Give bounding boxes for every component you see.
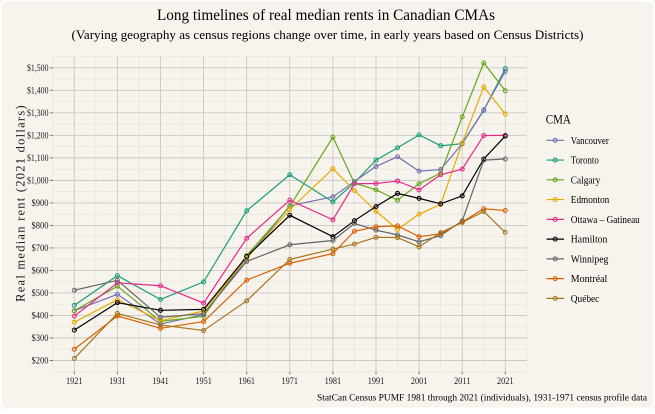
svg-text:$500: $500 — [32, 288, 49, 299]
svg-text:1961: 1961 — [238, 377, 255, 387]
svg-text:1991: 1991 — [368, 377, 385, 387]
svg-text:$600: $600 — [32, 266, 49, 277]
svg-text:Winnipeg: Winnipeg — [571, 254, 609, 265]
svg-text:Québec: Québec — [571, 294, 600, 305]
svg-text:1981: 1981 — [325, 377, 342, 387]
svg-text:Toronto: Toronto — [571, 156, 599, 167]
svg-text:$200: $200 — [32, 356, 49, 367]
svg-text:Long timelines of real median: Long timelines of real median rents in C… — [157, 7, 495, 24]
svg-text:$800: $800 — [32, 221, 49, 232]
svg-text:$400: $400 — [32, 311, 49, 322]
svg-text:$700: $700 — [32, 243, 49, 254]
svg-text:Ottawa – Gatineau: Ottawa – Gatineau — [571, 215, 640, 226]
svg-text:$1,200: $1,200 — [27, 131, 49, 142]
svg-text:$1,500: $1,500 — [27, 63, 49, 74]
svg-text:1951: 1951 — [195, 377, 212, 387]
svg-text:Hamilton: Hamilton — [571, 235, 608, 246]
svg-text:2021: 2021 — [497, 377, 514, 387]
svg-text:1971: 1971 — [282, 377, 299, 387]
svg-text:(Varying geography as census r: (Varying geography as census regions cha… — [72, 28, 584, 42]
svg-text:$1,000: $1,000 — [27, 176, 49, 187]
svg-text:Montréal: Montréal — [571, 274, 608, 285]
svg-text:$1,300: $1,300 — [27, 108, 49, 119]
svg-text:2001: 2001 — [411, 377, 428, 387]
svg-text:1931: 1931 — [109, 377, 126, 387]
svg-text:1921: 1921 — [66, 377, 83, 387]
svg-text:Vancouver: Vancouver — [571, 136, 610, 147]
svg-text:$900: $900 — [32, 198, 49, 209]
svg-text:$1,400: $1,400 — [27, 86, 49, 97]
svg-text:$300: $300 — [32, 333, 49, 344]
svg-text:Real median rent (2021 dollars: Real median rent (2021 dollars) — [14, 104, 28, 302]
svg-text:Edmonton: Edmonton — [571, 195, 610, 206]
svg-text:2011: 2011 — [454, 377, 471, 387]
svg-text:CMA: CMA — [546, 112, 572, 126]
svg-text:Calgary: Calgary — [571, 175, 601, 186]
svg-text:$1,100: $1,100 — [27, 153, 49, 164]
svg-text:StatCan Census PUMF 1981 throu: StatCan Census PUMF 1981 through 2021 (i… — [317, 393, 647, 403]
svg-text:1941: 1941 — [152, 377, 169, 387]
